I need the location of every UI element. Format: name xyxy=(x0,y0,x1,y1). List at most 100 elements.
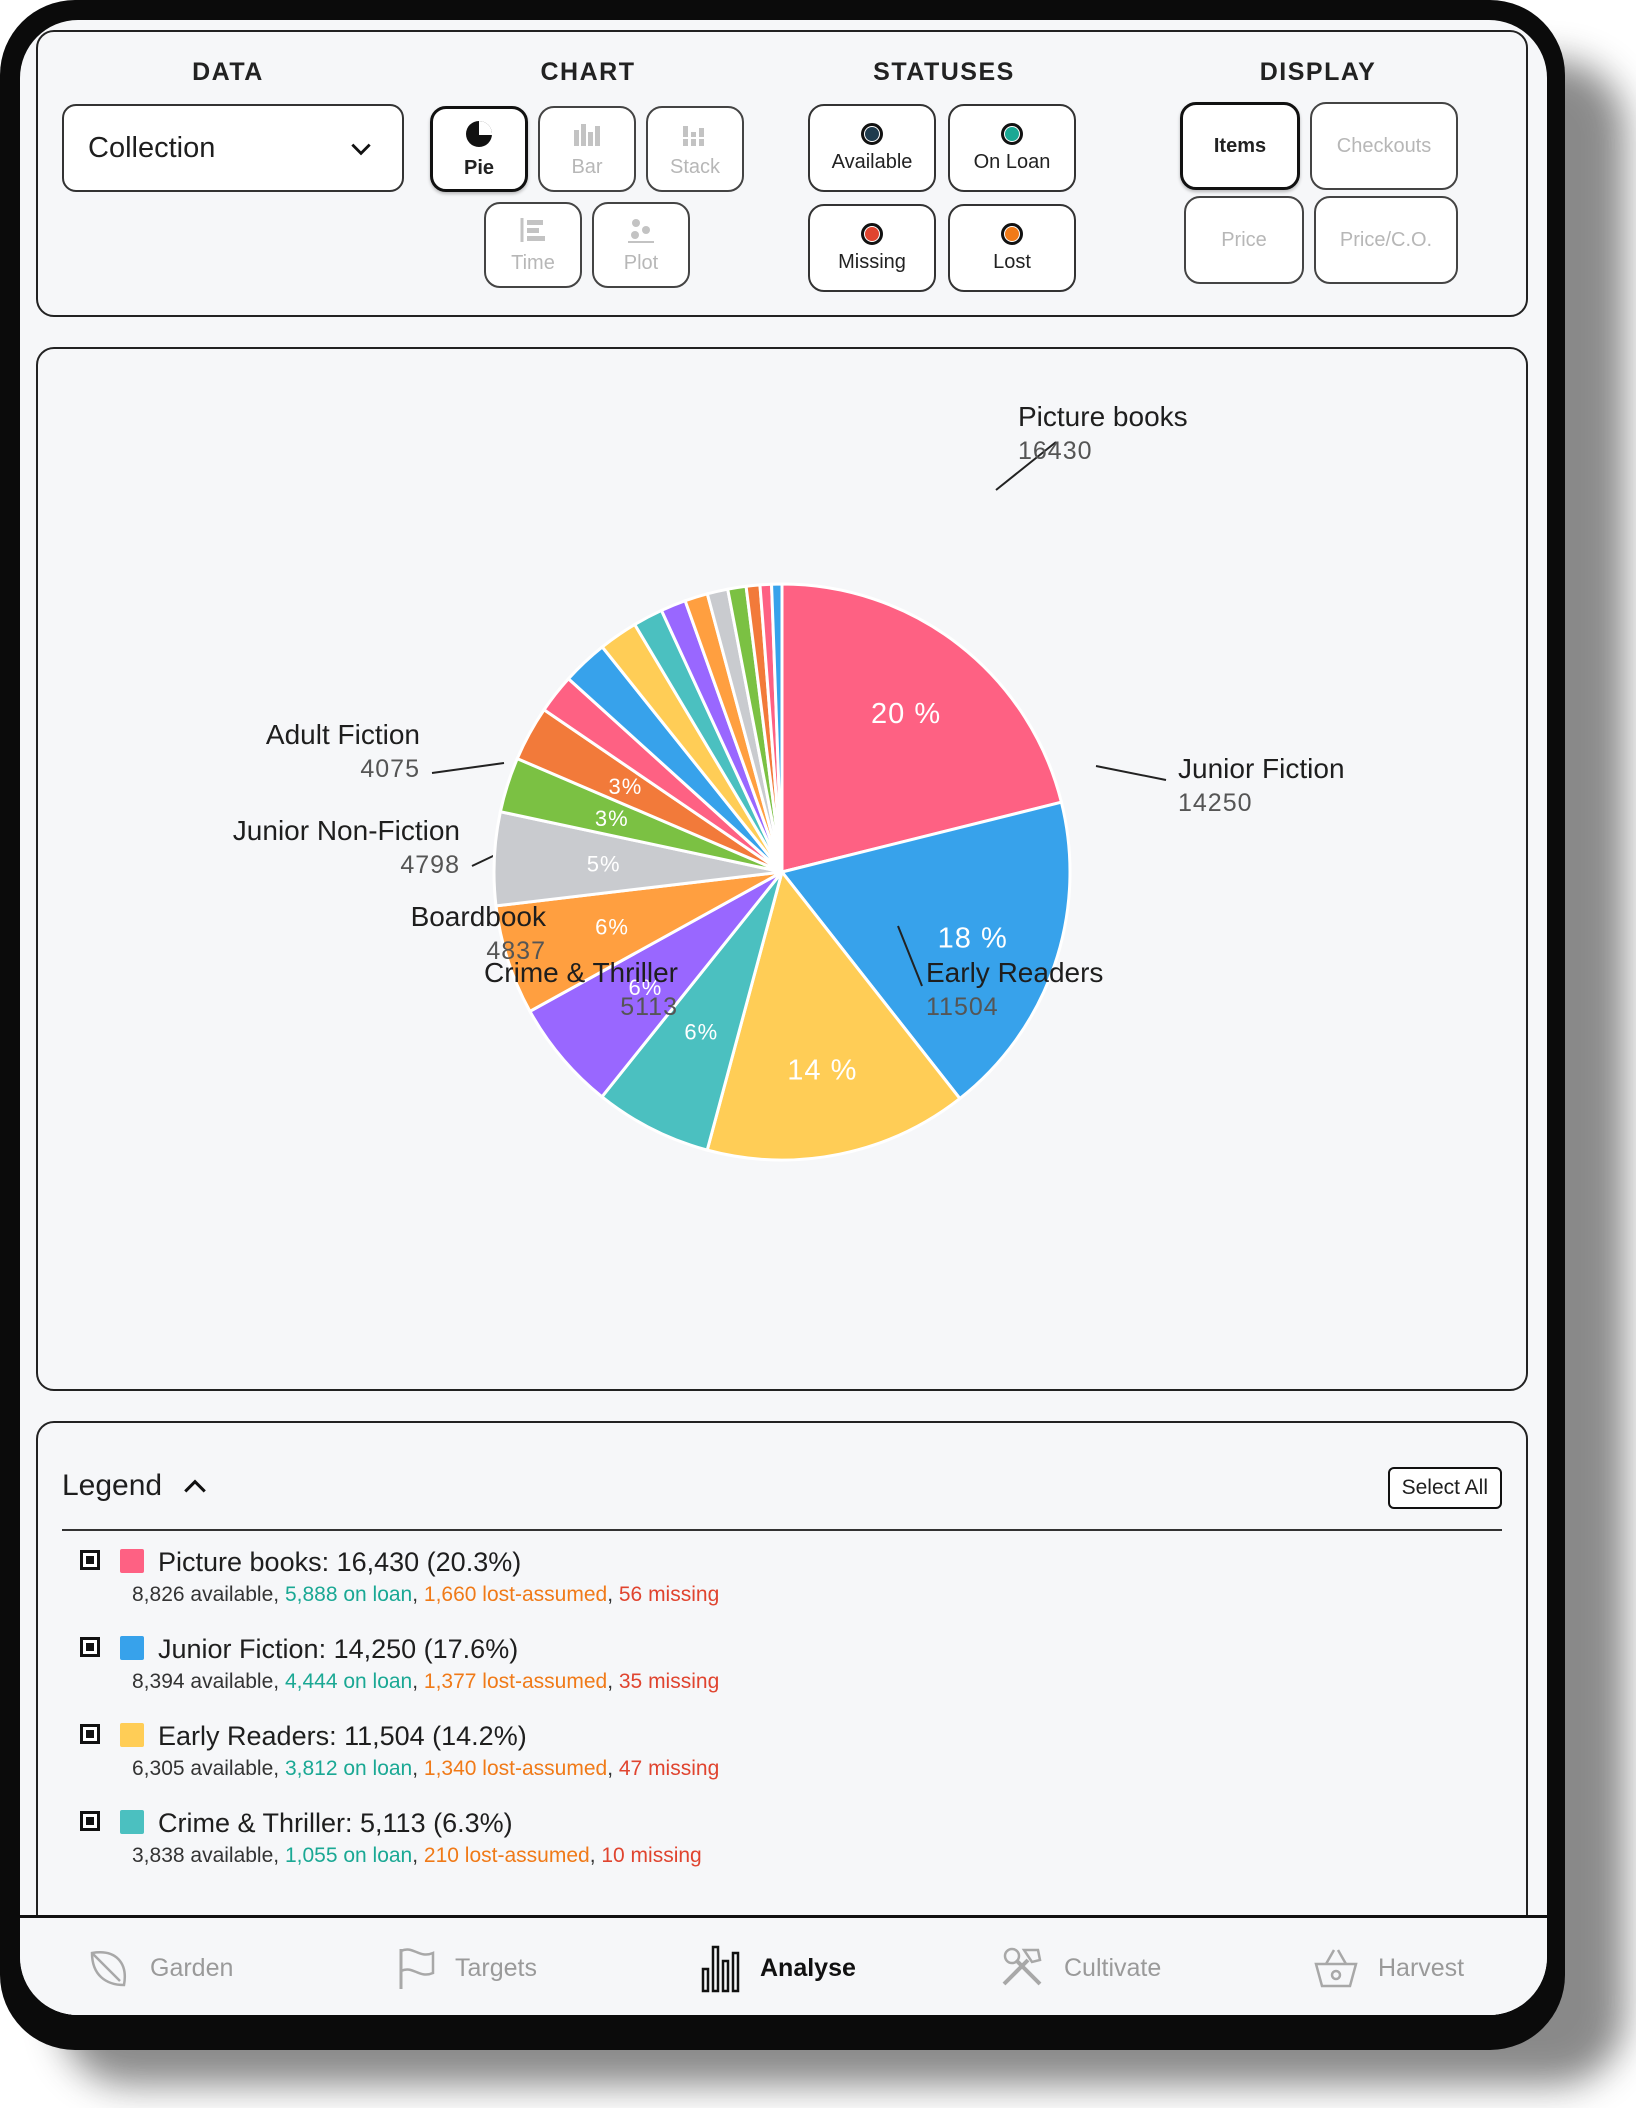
slice-percent-label: 3% xyxy=(609,774,643,799)
callout-name: Adult Fiction xyxy=(265,719,420,750)
callout-label: Junior Fiction 14250 xyxy=(1178,753,1345,818)
callout-label: Picture books 16430 xyxy=(1018,401,1188,466)
basket-icon xyxy=(1314,1949,1358,1988)
data-dropdown-value: Collection xyxy=(88,131,216,164)
callout-value: 14250 xyxy=(1178,789,1253,817)
display-price-per-checkout-button[interactable]: Price/C.O. xyxy=(1314,196,1458,284)
callout-value: 4837 xyxy=(486,937,546,965)
chart-pie-label: Pie xyxy=(463,156,495,179)
pie-slice[interactable] xyxy=(780,582,1064,874)
nav-garden[interactable]: Garden xyxy=(86,1938,233,1998)
checkbox-icon[interactable] xyxy=(80,1637,100,1657)
legend-item-title: Crime & Thriller: 5,113 (6.3%) xyxy=(158,1808,513,1838)
display-price-button[interactable]: Price xyxy=(1184,196,1304,284)
callout-line xyxy=(897,925,923,987)
on-loan-count: 1,055 on loan xyxy=(284,1844,413,1867)
status-lost-label: Lost xyxy=(993,250,1031,273)
callout-label: Adult Fiction 4075 xyxy=(266,719,420,784)
slice-percent-label: 6% xyxy=(629,975,663,1000)
legend-item: Early Readers: 11,504 (14.2%) 6,305 avail… xyxy=(80,1721,1280,1791)
slice-percent-label: 14 % xyxy=(787,1055,857,1087)
pie-slice[interactable] xyxy=(769,582,784,873)
chart-stack-button[interactable]: Stack xyxy=(646,106,744,192)
callout-value: 11504 xyxy=(926,993,999,1021)
legend-item: Junior Fiction: 14,250 (17.6%) 8,394 avai… xyxy=(80,1634,1280,1704)
bar-chart-icon xyxy=(701,1945,740,1993)
slice-percent-label: 3% xyxy=(595,806,629,831)
chart-plot-label: Plot xyxy=(623,251,659,274)
lost-count: 1,340 lost-assumed xyxy=(423,1757,608,1780)
callout-name: Early Readers xyxy=(926,957,1104,988)
callout-name: Junior Non-Fiction xyxy=(232,815,460,846)
callout-label: Junior Non-Fiction 4798 xyxy=(233,815,460,880)
pie-slice[interactable] xyxy=(599,871,784,1152)
chart-time-button[interactable]: Time xyxy=(484,202,582,288)
checkbox-icon[interactable] xyxy=(80,1550,100,1570)
controls-panel: DATA Collection CHART Pie Bar Stack Time xyxy=(36,30,1528,317)
chart-pie-button[interactable]: Pie xyxy=(430,106,528,192)
nav-analyse[interactable]: Analyse xyxy=(700,1938,856,1998)
status-on-loan-label: On Loan xyxy=(973,150,1051,173)
data-dropdown[interactable]: Collection xyxy=(62,104,404,192)
chart-time-label: Time xyxy=(511,251,555,274)
chevron-down-icon xyxy=(351,143,371,156)
data-heading: DATA xyxy=(192,58,264,86)
tools-icon xyxy=(1002,1947,1042,1986)
display-items-button[interactable]: Items xyxy=(1180,102,1300,190)
nav-harvest[interactable]: Harvest xyxy=(1312,1938,1464,1998)
on-loan-count: 3,812 on loan xyxy=(284,1757,413,1780)
callout-line xyxy=(1095,765,1167,781)
display-checkouts-button[interactable]: Checkouts xyxy=(1310,102,1458,190)
slice-percent-label: 18 % xyxy=(938,922,1008,954)
on-loan-count: 4,444 on loan xyxy=(284,1670,413,1693)
callout-value: 4798 xyxy=(400,851,460,879)
bar-chart-icon xyxy=(574,123,600,146)
missing-count: 47 missing xyxy=(618,1757,720,1780)
checkbox-icon[interactable] xyxy=(80,1724,100,1744)
stacked-bar-icon xyxy=(682,125,706,146)
status-lost-button[interactable]: Lost xyxy=(948,204,1076,292)
radio-icon xyxy=(1001,122,1023,145)
legend-item-title: Picture books: 16,430 (20.3%) xyxy=(158,1547,522,1577)
chart-bar-button[interactable]: Bar xyxy=(538,106,636,192)
legend-item-breakdown: 8,394 available, 4,444 on loan, 1,377 lo… xyxy=(132,1670,720,1693)
legend-item-breakdown: 6,305 available, 3,812 on loan, 1,340 lo… xyxy=(132,1757,720,1780)
display-checkouts-label: Checkouts xyxy=(1336,134,1432,157)
legend-swatch xyxy=(120,1810,144,1834)
nav-cultivate[interactable]: Cultivate xyxy=(998,1938,1161,1998)
available-count: 8,826 available xyxy=(132,1583,274,1606)
status-missing-button[interactable]: Missing xyxy=(808,204,936,292)
callout-name: Crime & Thriller xyxy=(484,957,678,988)
missing-count: 35 missing xyxy=(618,1670,720,1693)
select-all-button[interactable]: Select All xyxy=(1387,1467,1502,1509)
checkbox-icon[interactable] xyxy=(80,1811,100,1831)
nav-targets[interactable]: Targets xyxy=(395,1938,537,1998)
pie-slice[interactable] xyxy=(779,800,1072,1101)
chart-stack-label: Stack xyxy=(669,155,721,178)
pie-slice[interactable] xyxy=(705,868,962,1162)
lost-count: 1,660 lost-assumed xyxy=(423,1583,608,1606)
lost-count: 210 lost-assumed xyxy=(423,1844,590,1867)
available-count: 3,838 available xyxy=(132,1844,274,1867)
status-on-loan-button[interactable]: On Loan xyxy=(948,104,1076,192)
slice-percent-label: 6% xyxy=(684,1019,718,1044)
status-available-button[interactable]: Available xyxy=(808,104,936,192)
callout-name: Junior Fiction xyxy=(1178,753,1345,784)
legend-title[interactable]: Legend xyxy=(62,1469,208,1503)
callout-label: Boardbook 4837 xyxy=(411,901,546,966)
chart-plot-button[interactable]: Plot xyxy=(592,202,690,288)
legend-item-title: Early Readers: 11,504 (14.2%) xyxy=(158,1721,527,1751)
chevron-up-icon[interactable] xyxy=(182,1475,208,1497)
missing-count: 56 missing xyxy=(618,1583,720,1606)
callout-value: 16430 xyxy=(1018,437,1093,465)
legend-item-breakdown: 3,838 available, 1,055 on loan, 210 lost… xyxy=(132,1844,702,1867)
callout-label: Early Readers 11504 xyxy=(926,957,1103,1022)
slice-percent-label: 6% xyxy=(595,915,629,940)
legend-swatch xyxy=(120,1549,144,1573)
status-available-label: Available xyxy=(831,150,913,173)
pie-chart: 20 % 18 % 14 % 6% 6% 6% 5% 3% 3% xyxy=(431,441,1167,1162)
status-missing-label: Missing xyxy=(838,250,906,273)
callout-value: 5113 xyxy=(620,993,678,1021)
display-price-per-checkout-label: Price/C.O. xyxy=(1339,228,1433,251)
available-count: 6,305 available xyxy=(132,1757,274,1780)
